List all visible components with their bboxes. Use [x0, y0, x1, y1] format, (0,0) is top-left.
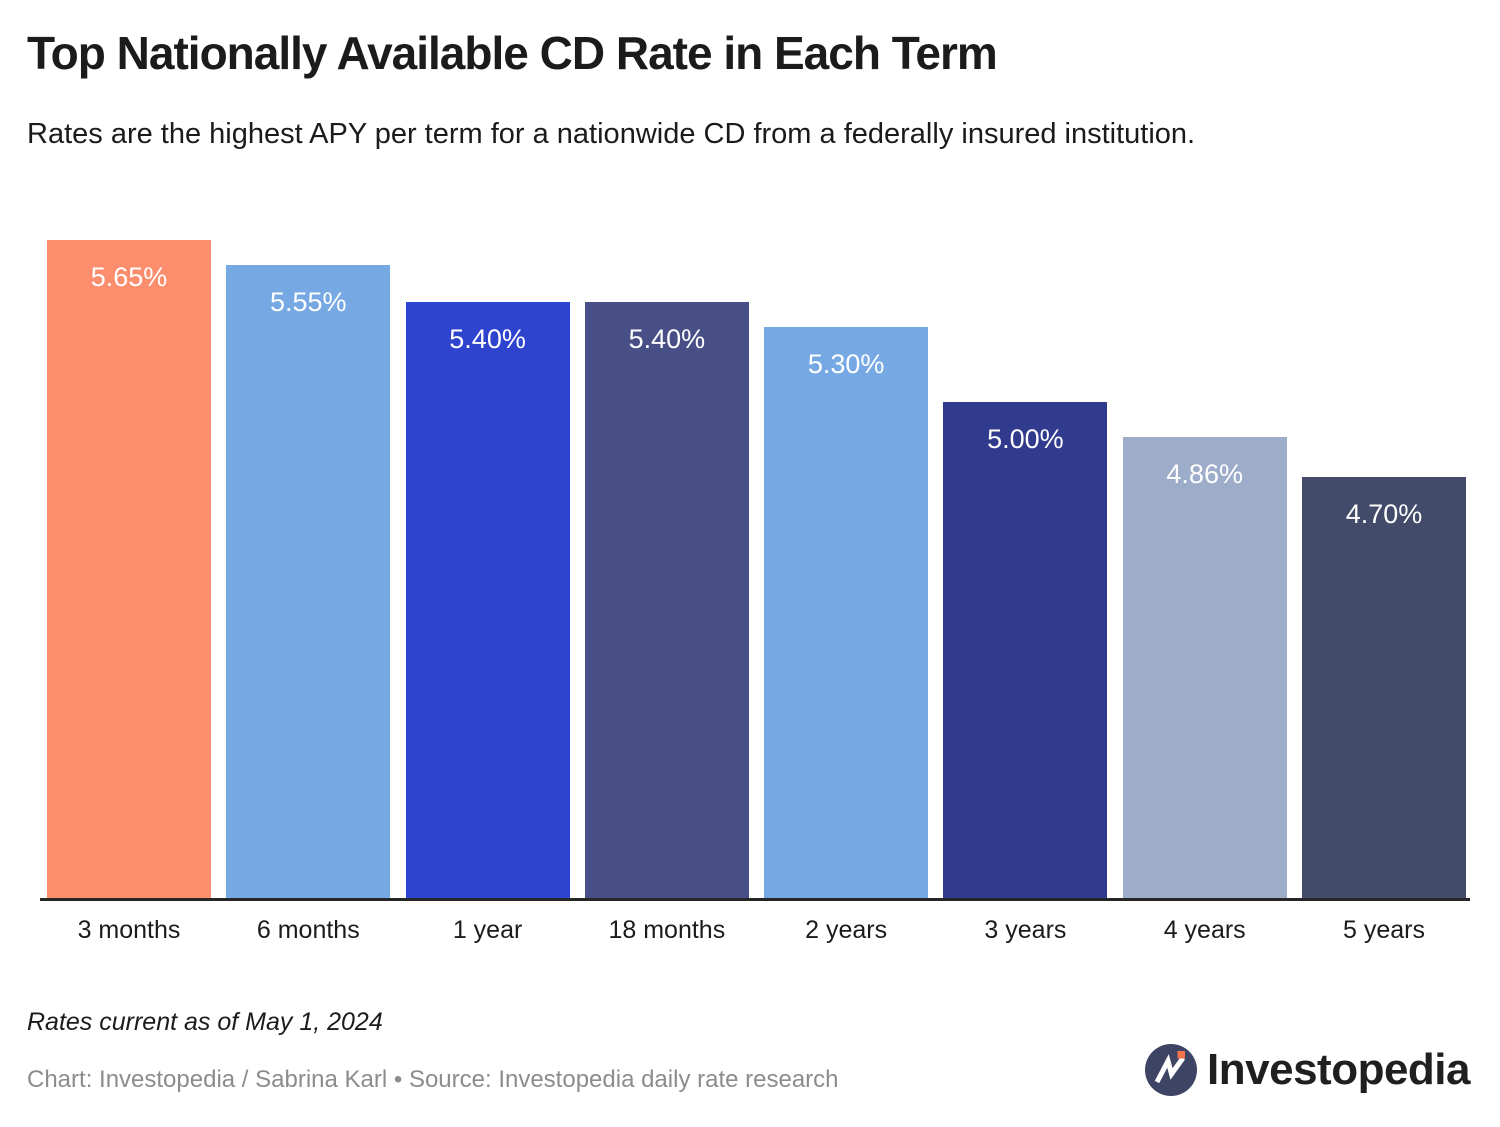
bar-2-years: 5.30%	[764, 327, 929, 900]
x-axis-label-1-year: 1 year	[452, 916, 523, 944]
investopedia-logo-icon	[1145, 1044, 1198, 1096]
bar-value-label-18-months: 5.40%	[628, 324, 706, 355]
x-axis-label-3-months: 3 months	[77, 916, 181, 944]
bar-value-label-5-years: 4.70%	[1345, 498, 1423, 529]
x-axis-label-2-years: 2 years	[805, 916, 888, 944]
bar-3-months: 5.65%	[47, 239, 211, 900]
x-axis-line	[40, 898, 1470, 901]
chart-subtitle: Rates are the highest APY per term for a…	[27, 118, 1196, 150]
investopedia-logo-text: Investopedia	[1207, 1045, 1470, 1094]
bar-plot-area: 5.65% 5.55% 5.40% 5.40% 5.30% 5.00% 4.86% 4.70%	[47, 215, 1466, 900]
bar-value-label-3-months: 5.65%	[90, 261, 168, 292]
x-axis-label-6-months: 6 months	[256, 916, 360, 944]
x-axis-label-18-months: 18 months	[608, 916, 726, 944]
x-axis-label-5-years: 5 years	[1342, 916, 1425, 944]
x-axis-label-4-years: 4 years	[1163, 916, 1246, 944]
investopedia-logo: Investopedia	[1145, 1044, 1470, 1096]
bar-value-label-2-years: 5.30%	[807, 349, 885, 380]
bar-3-years: 5.00%	[943, 401, 1108, 900]
bar-4-years: 4.86%	[1122, 436, 1287, 900]
bar-18-months: 5.40%	[584, 302, 749, 900]
bar-value-label-4-years: 4.86%	[1166, 458, 1243, 489]
chart-credit-line: Chart: Investopedia / Sabrina Karl • Sou…	[27, 1066, 839, 1093]
chart-footnote: Rates current as of May 1, 2024	[27, 1008, 383, 1036]
bar-6-months: 5.55%	[226, 264, 391, 900]
bar-value-label-3-years: 5.00%	[987, 423, 1064, 454]
bar-value-label-6-months: 5.55%	[270, 286, 347, 317]
x-axis-label-3-years: 3 years	[984, 916, 1067, 944]
x-axis-labels: 3 months 6 months 1 year 18 months 2 years 3 …	[47, 916, 1466, 945]
chart-title: Top Nationally Available CD Rate in Each…	[27, 27, 998, 79]
bar-value-label-1-year: 5.40%	[449, 324, 526, 355]
bar-5-years: 4.70%	[1301, 476, 1466, 900]
bar-1-year: 5.40%	[405, 302, 570, 900]
